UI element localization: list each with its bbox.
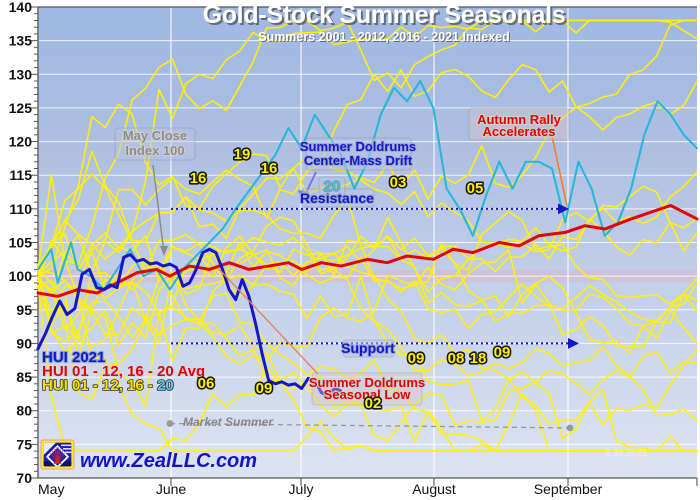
svg-text:16: 16 bbox=[190, 170, 207, 187]
svg-text:02: 02 bbox=[365, 395, 382, 412]
svg-text:80: 80 bbox=[16, 403, 32, 419]
svg-text:110: 110 bbox=[9, 201, 32, 217]
svg-text:May Close: May Close bbox=[123, 128, 187, 143]
svg-text:125: 125 bbox=[9, 100, 33, 116]
svg-text:08: 08 bbox=[448, 350, 465, 367]
svg-text:75: 75 bbox=[16, 436, 32, 452]
svg-text:www.ZealLLC.com: www.ZealLLC.com bbox=[80, 450, 257, 472]
svg-text:105: 105 bbox=[9, 235, 33, 251]
svg-text:85: 85 bbox=[16, 369, 32, 385]
svg-text:Accelerates: Accelerates bbox=[483, 124, 556, 139]
svg-text:09: 09 bbox=[408, 350, 425, 367]
svg-text:Summers 2001 - 2012, 2016 - 20: Summers 2001 - 2012, 2016 - 2021 Indexed bbox=[258, 30, 510, 44]
svg-text:100: 100 bbox=[9, 268, 33, 284]
svg-text:19: 19 bbox=[234, 146, 251, 163]
svg-text:130: 130 bbox=[9, 66, 33, 82]
svg-text:May: May bbox=[38, 481, 64, 497]
svg-text:95: 95 bbox=[16, 302, 32, 318]
svg-text:120: 120 bbox=[9, 134, 33, 150]
svg-text:Center-Mass Drift: Center-Mass Drift bbox=[304, 153, 413, 168]
svg-text:Gold-Stock Summer Seasonals: Gold-Stock Summer Seasonals bbox=[203, 1, 566, 29]
svg-text:135: 135 bbox=[9, 33, 33, 49]
svg-text:Index 100: Index 100 bbox=[125, 143, 184, 158]
svg-text:09: 09 bbox=[256, 380, 273, 397]
svg-text:September: September bbox=[534, 481, 603, 497]
svg-text:140: 140 bbox=[9, 0, 33, 15]
svg-text:05: 05 bbox=[467, 180, 484, 197]
svg-text:70: 70 bbox=[16, 470, 32, 486]
svg-text:August: August bbox=[412, 481, 456, 497]
svg-text:06: 06 bbox=[198, 375, 215, 392]
svg-text:June: June bbox=[156, 481, 187, 497]
svg-text:Support: Support bbox=[341, 340, 395, 356]
svg-text:18: 18 bbox=[470, 350, 487, 367]
svg-text:HUI 01 - 12, 16 - 20: HUI 01 - 12, 16 - 20 bbox=[42, 377, 174, 394]
svg-text:July: July bbox=[289, 481, 314, 497]
svg-text:16: 16 bbox=[261, 160, 278, 177]
svg-text:03: 03 bbox=[390, 174, 407, 191]
svg-text:Summer Doldrums: Summer Doldrums bbox=[300, 139, 416, 154]
svg-text:6.30.2021: 6.30.2021 bbox=[605, 448, 648, 459]
svg-text:90: 90 bbox=[16, 335, 32, 351]
svg-text:115: 115 bbox=[9, 167, 32, 183]
svg-text:20: 20 bbox=[324, 178, 341, 195]
svg-text:09: 09 bbox=[494, 344, 511, 361]
svg-text:Market Summer: Market Summer bbox=[183, 415, 274, 429]
